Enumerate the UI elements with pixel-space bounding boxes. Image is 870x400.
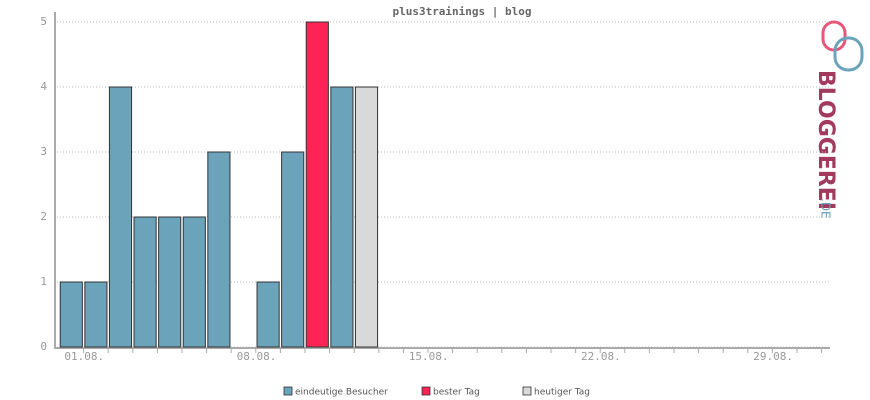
bar — [330, 86, 354, 348]
bar — [182, 216, 206, 348]
legend-swatch — [421, 386, 431, 396]
bar — [108, 86, 133, 348]
x-tick-label: 29.08. — [753, 350, 793, 363]
logo: BLOGGEREI .DE — [813, 70, 838, 219]
logo-icon — [821, 20, 864, 72]
legend-label: bester Tag — [433, 388, 480, 398]
bar — [207, 151, 231, 348]
bar — [84, 281, 108, 348]
y-tick-label: 3 — [40, 145, 47, 158]
y-tick-label: 1 — [40, 275, 47, 288]
x-tick-label: 15.08. — [409, 350, 449, 363]
y-tick-label: 2 — [40, 210, 47, 223]
bar — [59, 281, 83, 348]
bar — [354, 86, 379, 348]
logo-suffix: .DE — [819, 198, 833, 219]
legend-swatch — [283, 386, 293, 396]
y-tick-label: 4 — [40, 80, 47, 93]
x-tick-label: 22.08. — [581, 350, 621, 363]
legend-label: heutiger Tag — [534, 388, 590, 398]
bar — [133, 216, 157, 348]
x-tick-label: 08.08. — [237, 350, 277, 363]
legend-label: eindeutige Besucher — [295, 388, 388, 398]
legend-swatch — [522, 386, 532, 396]
x-tick-label: 01.08. — [64, 350, 104, 363]
y-tick-label: 0 — [40, 340, 47, 353]
bar — [305, 21, 329, 348]
bar — [281, 151, 305, 348]
chart-title: plus3trainings | blog — [392, 5, 531, 18]
y-tick-label: 5 — [40, 15, 47, 28]
bar — [256, 281, 280, 348]
logo-text: BLOGGEREI — [813, 70, 838, 210]
bar — [158, 216, 182, 348]
